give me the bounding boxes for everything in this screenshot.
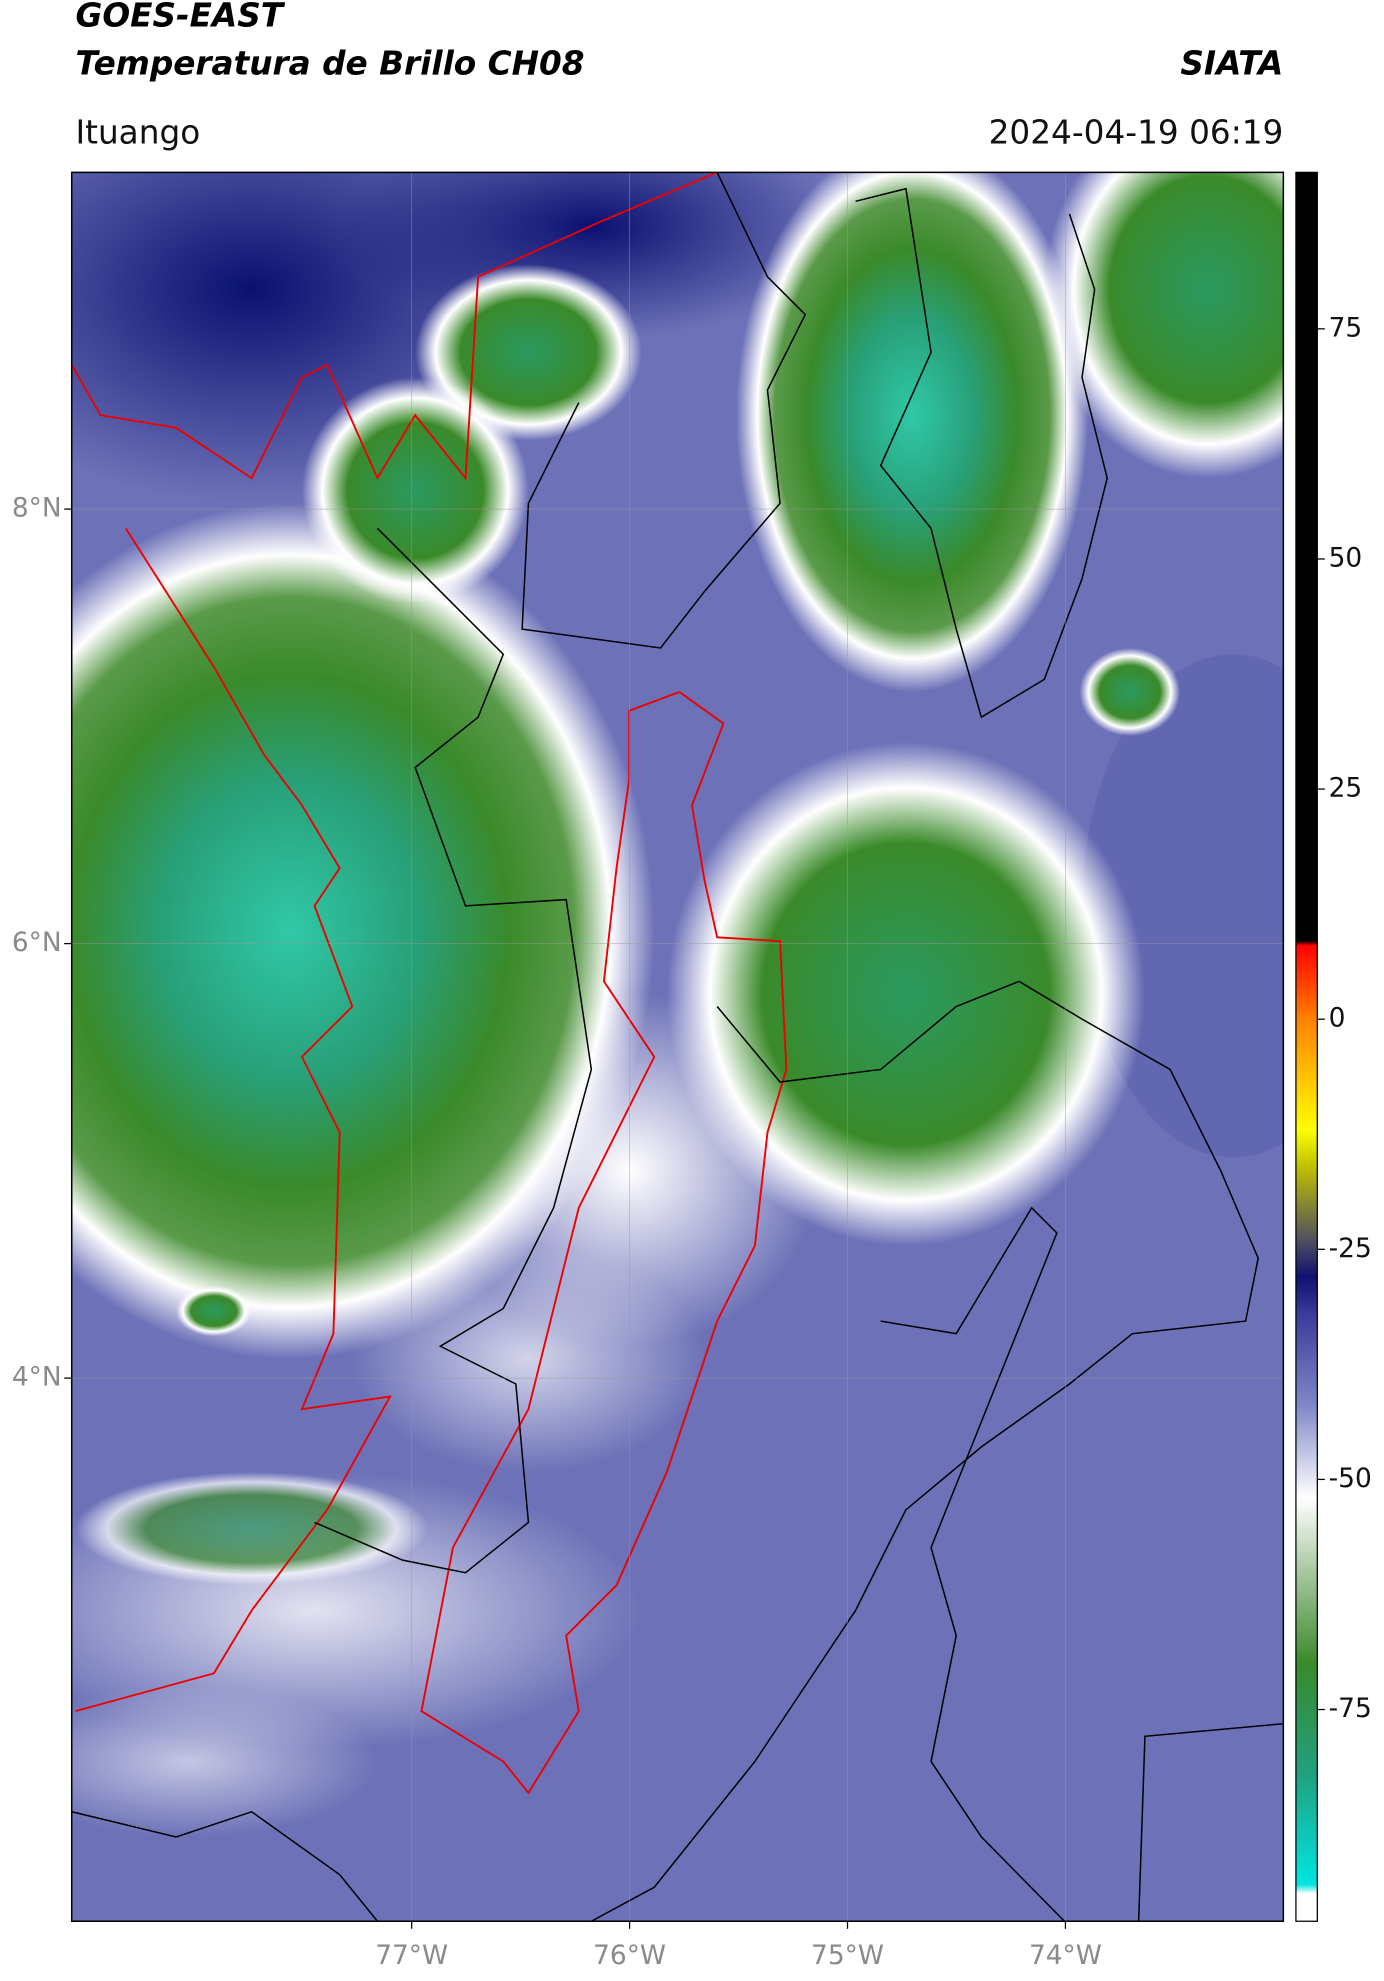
map-frame [70, 171, 1285, 1922]
y-tick-label: 4°N [12, 1362, 62, 1393]
x-tick-label: 74°W [1029, 1940, 1102, 1971]
colorbar-tick-label: 25 [1329, 773, 1363, 804]
title: GOES-EAST [75, 0, 285, 35]
colorbar-tick-label: 75 [1329, 312, 1363, 343]
x-tick-label: 76°W [593, 1940, 666, 1971]
colorbar-tick-label: -25 [1329, 1233, 1372, 1264]
colorbar [1295, 171, 1318, 1922]
source: SIATA [1180, 44, 1283, 82]
datetime: 2024-04-19 06:19 [989, 114, 1284, 152]
colorbar-tick-label: -75 [1329, 1693, 1372, 1724]
subtitle: Temperatura de Brillo CH08 [75, 44, 584, 82]
x-tick-label: 77°W [375, 1940, 448, 1971]
satellite-image [71, 172, 1284, 1922]
colorbar-tick-label: 0 [1329, 1003, 1346, 1034]
y-tick-label: 6°N [12, 927, 62, 958]
y-tick-label: 8°N [12, 493, 62, 524]
colorbar-tick-label: 50 [1329, 542, 1363, 573]
x-tick-label: 75°W [811, 1940, 884, 1971]
region: Ituango [75, 114, 200, 152]
colorbar-tick-label: -50 [1329, 1463, 1372, 1494]
